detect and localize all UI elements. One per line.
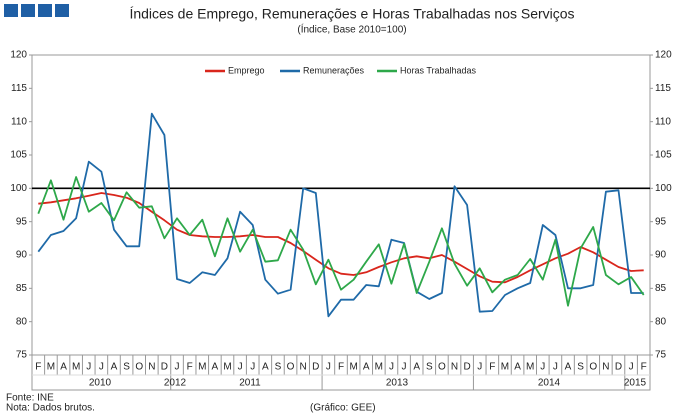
logo-square — [21, 4, 35, 17]
x-tick-label: J — [389, 362, 394, 373]
x-tick-label: A — [413, 362, 420, 373]
x-tick-label: A — [262, 362, 269, 373]
x-tick-label: A — [565, 362, 572, 373]
x-tick-label: S — [275, 362, 282, 373]
x-tick-label: M — [198, 362, 206, 373]
x-tick-label: A — [363, 362, 370, 373]
y-tick-label: 95 — [16, 216, 28, 227]
x-tick-label: S — [577, 362, 584, 373]
x-tick-label: O — [438, 362, 446, 373]
x-tick-label: J — [553, 362, 558, 373]
logo-square — [38, 4, 52, 17]
year-label: 2013 — [386, 378, 409, 389]
credit: (Gráfico: GEE) — [310, 403, 376, 414]
y-tick-label: 80 — [16, 316, 28, 327]
x-tick-label: D — [615, 362, 622, 373]
y-tick-label: 105 — [10, 150, 27, 161]
x-tick-label: F — [187, 362, 193, 373]
y2-tick-label: 105 — [655, 150, 672, 161]
x-tick-label: D — [464, 362, 471, 373]
x-tick-label: N — [602, 362, 609, 373]
year-label: 2015 — [624, 378, 647, 389]
y-tick-label: 75 — [16, 350, 28, 361]
series-line — [37, 112, 644, 318]
y2-tick-label: 115 — [655, 83, 671, 94]
x-tick-label: J — [326, 362, 331, 373]
x-tick-label: N — [300, 362, 307, 373]
x-tick-label: S — [123, 362, 130, 373]
x-tick-label: J — [175, 362, 180, 373]
x-tick-label: J — [477, 362, 482, 373]
x-tick-label: J — [629, 362, 634, 373]
year-label: 2014 — [538, 378, 561, 389]
x-tick-label: F — [641, 362, 647, 373]
y-tick-label: 85 — [16, 283, 28, 294]
x-tick-label: J — [402, 362, 407, 373]
x-tick-label: A — [212, 362, 219, 373]
x-tick-label: M — [526, 362, 534, 373]
series-line — [38, 192, 644, 284]
x-tick-label: N — [451, 362, 458, 373]
x-tick-label: F — [338, 362, 344, 373]
legend-label: Emprego — [228, 65, 265, 75]
plot-frame — [31, 54, 651, 356]
y-tick-label: 110 — [11, 116, 27, 127]
y2-tick-label: 100 — [655, 183, 672, 194]
x-tick-label: M — [72, 362, 80, 373]
y2-tick-label: 75 — [655, 350, 667, 361]
legend-label: Horas Trabalhadas — [400, 65, 477, 75]
x-tick-label: J — [86, 362, 91, 373]
x-tick-label: O — [287, 362, 295, 373]
y-tick-label: 100 — [10, 183, 27, 194]
x-tick-label: M — [47, 362, 55, 373]
y-tick-label: 115 — [11, 83, 27, 94]
x-tick-label: J — [238, 362, 243, 373]
x-tick-label: M — [375, 362, 383, 373]
y2-tick-label: 110 — [655, 116, 671, 127]
y2-tick-label: 120 — [655, 50, 672, 61]
x-tick-label: A — [111, 362, 118, 373]
x-tick-label: J — [540, 362, 545, 373]
x-tick-label: M — [223, 362, 231, 373]
series-line — [37, 176, 645, 307]
x-tick-label: O — [589, 362, 597, 373]
y-tick-label: 90 — [16, 250, 28, 261]
x-tick-label: S — [426, 362, 433, 373]
note: Nota: Dados brutos. — [6, 403, 95, 414]
x-tick-label: D — [161, 362, 168, 373]
x-tick-label: F — [489, 362, 495, 373]
year-label: 2010 — [89, 378, 112, 389]
chart-title: Índices de Emprego, Remunerações e Horas… — [129, 6, 574, 22]
x-tick-label: F — [35, 362, 41, 373]
y2-tick-label: 80 — [655, 316, 667, 327]
x-tick-label: J — [250, 362, 255, 373]
y2-tick-label: 90 — [655, 250, 667, 261]
x-tick-label: O — [135, 362, 143, 373]
x-tick-label: N — [148, 362, 155, 373]
y2-tick-label: 95 — [655, 216, 667, 227]
x-tick-label: A — [60, 362, 67, 373]
y2-tick-label: 85 — [655, 283, 667, 294]
x-tick-label: D — [312, 362, 319, 373]
x-tick-label: M — [349, 362, 357, 373]
chart-subtitle: (Índice, Base 2010=100) — [297, 23, 406, 36]
x-tick-label: J — [99, 362, 104, 373]
legend-label: Remunerações — [303, 65, 365, 75]
logo-square — [4, 4, 18, 17]
logo-square — [55, 4, 69, 17]
x-axis-box — [31, 354, 651, 391]
x-tick-label: A — [514, 362, 521, 373]
year-label: 2012 — [164, 378, 187, 389]
year-label: 2011 — [239, 378, 261, 389]
y-tick-label: 120 — [10, 50, 27, 61]
x-tick-label: M — [501, 362, 509, 373]
source: Fonte: INE — [6, 393, 54, 404]
